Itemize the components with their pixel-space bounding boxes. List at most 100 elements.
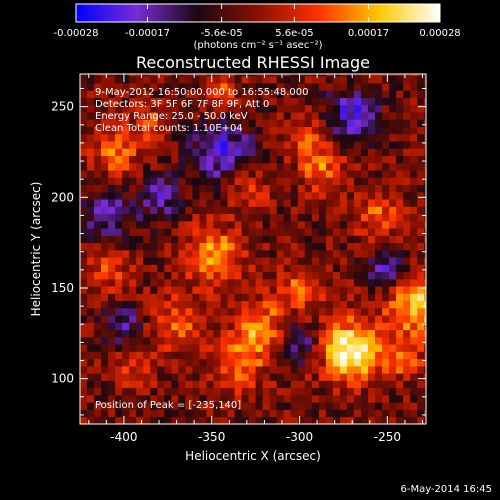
heatmap-cell xyxy=(410,344,418,352)
heatmap-cell xyxy=(361,141,369,149)
heatmap-cell xyxy=(199,75,207,84)
heatmap-cell xyxy=(171,220,179,229)
heatmap-cell xyxy=(80,104,88,113)
heatmap-cell xyxy=(101,228,109,236)
heatmap-cell xyxy=(157,141,165,149)
heatmap-cell xyxy=(325,220,334,229)
heatmap-cell xyxy=(417,329,425,338)
heatmap-cell xyxy=(136,184,144,193)
x-tick-label: -350 xyxy=(198,430,225,444)
heatmap-cell xyxy=(129,278,137,287)
heatmap-cell xyxy=(403,336,411,345)
heatmap-cell xyxy=(136,83,144,91)
heatmap-cell xyxy=(136,112,144,120)
heatmap-cell xyxy=(122,278,130,287)
heatmap-cell xyxy=(382,170,390,178)
heatmap-cell xyxy=(220,177,228,186)
heatmap-cell xyxy=(346,315,355,323)
heatmap-cell xyxy=(248,358,257,367)
heatmap-cell xyxy=(164,373,172,381)
heatmap-cell xyxy=(318,416,327,424)
heatmap-cell xyxy=(101,409,109,418)
heatmap-cell xyxy=(227,119,235,127)
heatmap-cell xyxy=(255,155,264,164)
heatmap-cell xyxy=(143,170,151,178)
heatmap-cell xyxy=(403,293,411,302)
heatmap-cell xyxy=(255,83,264,91)
heatmap-cell xyxy=(339,373,348,381)
heatmap-cell xyxy=(115,315,123,323)
heatmap-cell xyxy=(417,278,425,287)
heatmap-cell xyxy=(269,322,278,331)
heatmap-cell xyxy=(283,344,292,352)
heatmap-cell xyxy=(87,416,95,424)
heatmap-cell xyxy=(206,402,214,410)
heatmap-cell xyxy=(164,170,172,178)
heatmap-cell xyxy=(389,141,397,149)
heatmap-cell xyxy=(368,300,376,309)
heatmap-cell xyxy=(136,170,144,178)
heatmap-cell xyxy=(353,344,362,352)
heatmap-cell xyxy=(346,409,355,418)
heatmap-cell xyxy=(283,199,292,207)
heatmap-cell xyxy=(297,365,306,374)
heatmap-cell xyxy=(199,74,207,77)
heatmap-cell xyxy=(129,293,137,302)
heatmap-cell xyxy=(297,199,306,207)
heatmap-cell xyxy=(94,228,102,236)
heatmap-cell xyxy=(122,351,130,360)
heatmap-cell xyxy=(389,191,397,200)
heatmap-cell xyxy=(424,162,426,171)
heatmap-cell xyxy=(227,394,235,403)
heatmap-cell xyxy=(115,141,123,149)
heatmap-cell xyxy=(192,257,200,265)
heatmap-cell xyxy=(122,387,130,396)
heatmap-cell xyxy=(213,358,221,367)
heatmap-cell xyxy=(164,257,172,265)
heatmap-cell xyxy=(94,126,102,135)
heatmap-cell xyxy=(171,148,179,156)
heatmap-cell xyxy=(143,416,151,424)
heatmap-cell xyxy=(255,380,264,389)
heatmap-cell xyxy=(262,365,271,374)
heatmap-cell xyxy=(185,213,193,222)
heatmap-cell xyxy=(332,249,341,258)
heatmap-cell xyxy=(410,206,418,215)
heatmap-cell xyxy=(108,409,116,418)
heatmap-cell xyxy=(368,242,376,251)
heatmap-cell xyxy=(199,162,207,171)
heatmap-cell xyxy=(178,365,186,374)
heatmap-cell xyxy=(87,264,95,273)
heatmap-cell xyxy=(262,97,271,106)
heatmap-cell xyxy=(199,199,207,207)
heatmap-cell xyxy=(185,75,193,84)
heatmap-cell xyxy=(157,235,165,244)
heatmap-cell xyxy=(325,148,334,156)
heatmap-cell xyxy=(410,112,418,120)
heatmap-cell xyxy=(171,242,179,251)
heatmap-cell xyxy=(375,148,383,156)
heatmap-cell xyxy=(220,402,228,410)
heatmap-cell xyxy=(410,213,418,222)
heatmap-cell xyxy=(346,257,355,265)
heatmap-cell xyxy=(101,191,109,200)
heatmap-cell xyxy=(129,112,137,120)
heatmap-cell xyxy=(262,148,271,156)
heatmap-cell xyxy=(269,213,278,222)
heatmap-cell xyxy=(410,148,418,156)
heatmap-cell xyxy=(375,365,383,374)
heatmap-cell xyxy=(410,199,418,207)
heatmap-cell xyxy=(164,344,172,352)
heatmap-cell xyxy=(283,104,292,113)
heatmap-cell xyxy=(417,300,425,309)
heatmap-cell xyxy=(297,141,306,149)
heatmap-cell xyxy=(304,315,313,323)
heatmap-cell xyxy=(115,365,123,374)
heatmap-cell xyxy=(150,235,158,244)
heatmap-cell xyxy=(171,365,179,374)
heatmap-cell xyxy=(101,126,109,135)
heatmap-cell xyxy=(248,322,257,331)
heatmap-cell xyxy=(115,358,123,367)
heatmap-cell xyxy=(255,170,264,178)
